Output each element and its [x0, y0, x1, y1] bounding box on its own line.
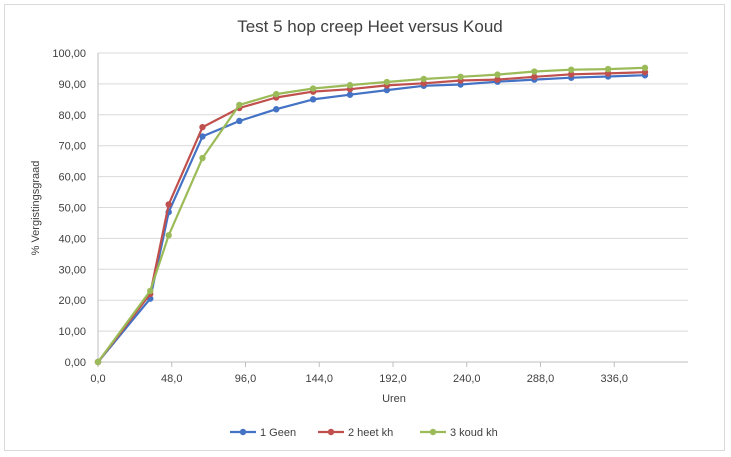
legend[interactable]: 1 Geen 2 heet kh 3 koud kh	[230, 427, 498, 439]
y-tick-label: 70,00	[58, 141, 86, 153]
data-point	[165, 201, 172, 208]
data-point	[346, 81, 354, 89]
data-point	[236, 101, 243, 109]
data-point	[494, 71, 501, 78]
series-3	[94, 64, 649, 366]
x-tick-label: 96,0	[235, 373, 256, 385]
data-point	[199, 154, 206, 162]
data-point	[420, 75, 427, 83]
data-point	[604, 65, 612, 73]
data-point	[531, 73, 538, 80]
legend-marker	[429, 428, 437, 436]
data-point	[236, 117, 243, 125]
data-point	[494, 76, 501, 83]
x-axis-title: Uren	[382, 393, 406, 405]
y-tick-label: 90,00	[58, 79, 86, 91]
x-tick-label: 144,0	[305, 373, 333, 385]
data-point	[199, 123, 206, 131]
y-tick-label: 60,00	[58, 172, 86, 184]
legend-label: 1 Geen	[260, 427, 296, 439]
data-point	[309, 96, 317, 103]
data-point	[273, 90, 280, 98]
y-axis-ticks: 0,00 10,00 20,00 30,00 40,00 50,00 60,00 70,00 8…	[52, 48, 86, 369]
data-point	[346, 91, 354, 98]
data-point	[383, 78, 391, 86]
data-point	[383, 86, 391, 94]
y-tick-label: 50,00	[58, 203, 86, 215]
data-point	[94, 358, 102, 366]
chart-title: Test 5 hop creep Heet versus Koud	[237, 17, 503, 36]
legend-item[interactable]: 2 heet kh	[318, 427, 393, 439]
series-1	[94, 72, 649, 366]
x-tick-label: 192,0	[379, 373, 407, 385]
data-point	[165, 232, 172, 239]
x-tick-label: 48,0	[161, 373, 182, 385]
data-point	[309, 85, 317, 92]
legend-marker	[327, 428, 335, 436]
legend-item[interactable]: 3 koud kh	[420, 427, 498, 439]
x-tick-label: 240,0	[453, 373, 481, 385]
data-point	[641, 64, 649, 72]
legend-label: 2 heet kh	[348, 427, 393, 439]
gridlines	[98, 52, 688, 332]
series-line	[97, 74, 646, 363]
y-tick-label: 10,00	[58, 326, 86, 338]
chart-frame	[4, 4, 725, 451]
legend-marker	[239, 428, 247, 436]
y-axis-title: % Vergistingsgraad	[30, 161, 42, 256]
data-point	[199, 133, 206, 140]
legend-item[interactable]: 1 Geen	[230, 427, 296, 439]
data-point	[568, 71, 575, 78]
x-tick-label: 0,0	[90, 373, 105, 385]
y-tick-label: 100,00	[52, 48, 86, 60]
data-point	[568, 66, 575, 73]
legend-label: 3 koud kh	[450, 427, 498, 439]
y-tick-label: 30,00	[58, 264, 86, 276]
data-point	[147, 287, 154, 295]
series-line	[97, 71, 646, 363]
y-tick-label: 0,00	[65, 357, 86, 369]
data-point	[273, 106, 280, 113]
x-axis-ticks: 0,0 48,0 96,0 144,0 192,0 240,0 288,0 336,0	[90, 362, 628, 385]
series-line	[97, 66, 646, 363]
data-point	[457, 73, 464, 80]
data-point	[531, 68, 538, 75]
x-tick-label: 288,0	[527, 373, 555, 385]
series-layer	[94, 64, 649, 366]
x-tick-label: 336,0	[600, 373, 628, 385]
y-tick-label: 20,00	[58, 295, 86, 307]
y-tick-label: 40,00	[58, 233, 86, 245]
y-tick-label: 80,00	[58, 110, 86, 122]
